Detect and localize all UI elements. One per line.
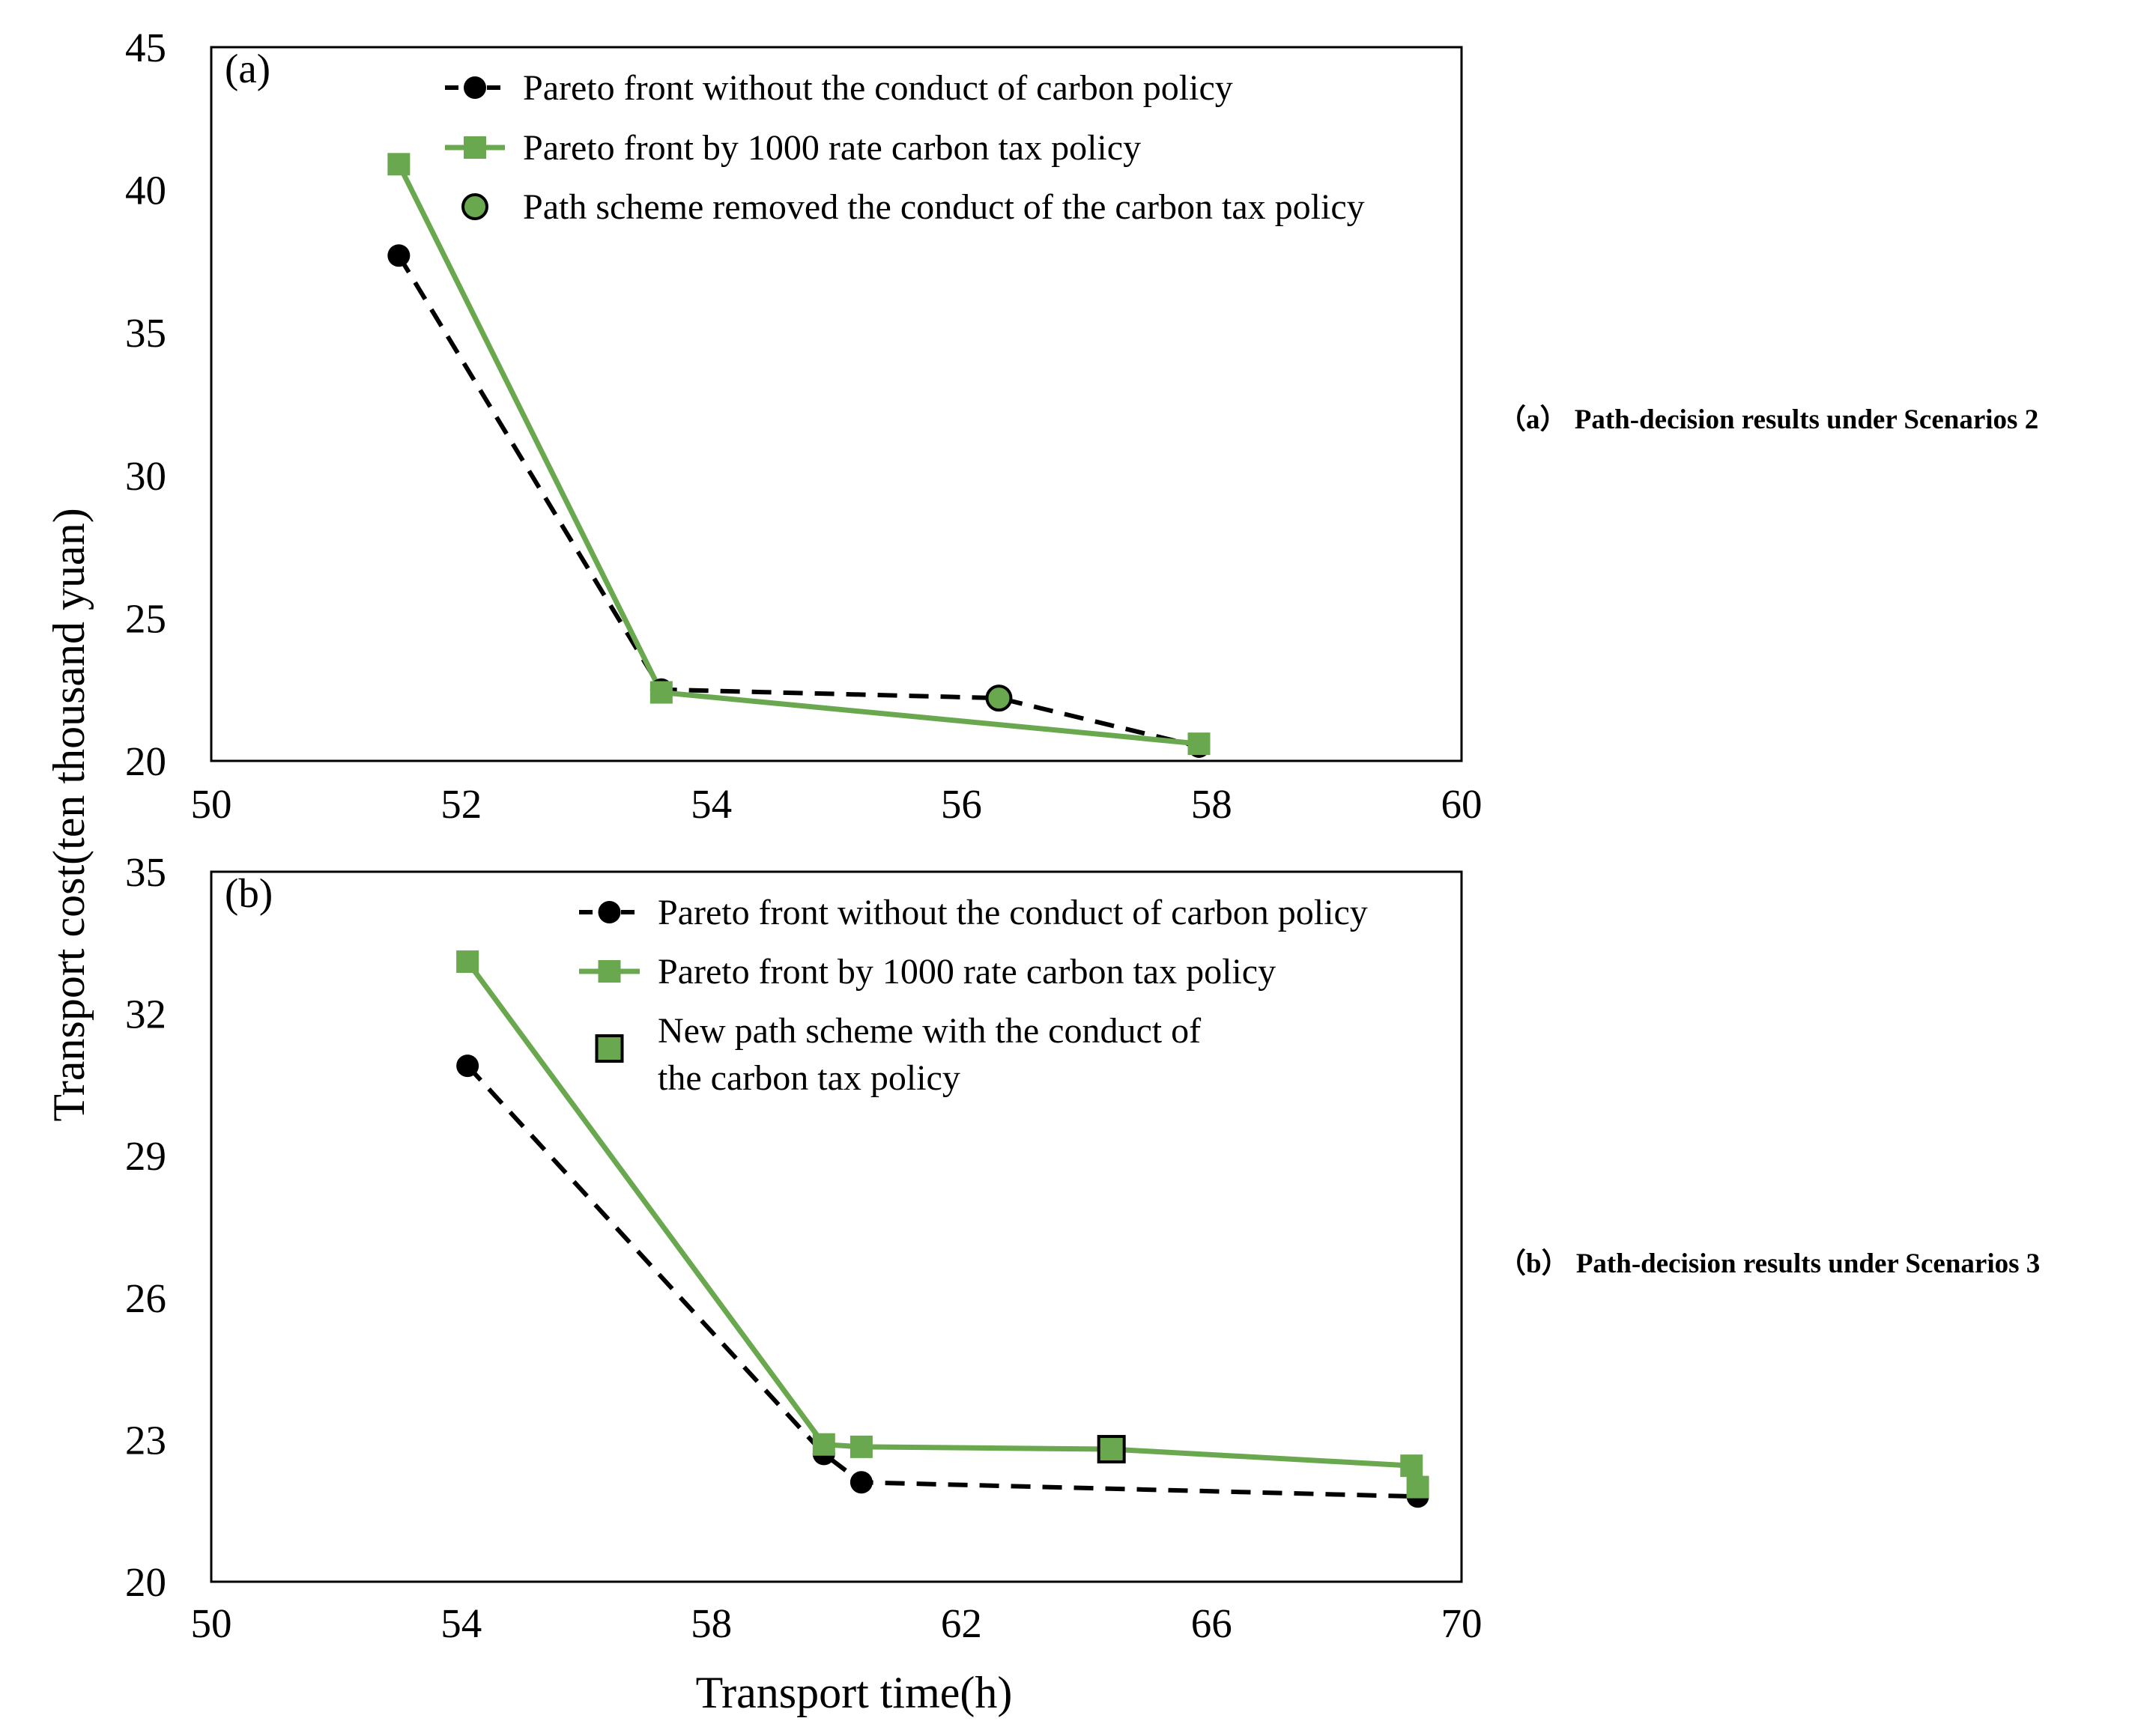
caption-panel-b: （b） Path-decision results under Scenario… [1498, 1248, 2041, 1279]
x-axis-title: Transport time(h) [696, 1668, 1013, 1717]
y-tick-label: 45 [125, 25, 166, 70]
point-no-policy [456, 1054, 479, 1078]
x-tick-label: 58 [691, 1600, 732, 1646]
y-tick-label: 40 [125, 168, 166, 213]
series-line-no-policy [396, 254, 1200, 749]
legend-label-special-scheme: Path scheme removed the conduct of the c… [523, 187, 1365, 227]
y-axis-title: Transport cost(ten thousand yuan) [44, 508, 94, 1121]
y-tick-label: 25 [125, 595, 166, 641]
series-line-no-policy [465, 1064, 1418, 1499]
plot-frame [210, 46, 1463, 762]
point-special-scheme [985, 685, 1013, 712]
x-tick-label: 54 [440, 1600, 482, 1646]
legend-label-carbon-tax: Pareto front by 1000 rate carbon tax pol… [658, 952, 1276, 992]
legend-label-no-policy: Pareto front without the conduct of carb… [523, 68, 1233, 108]
legend-marker-no-policy [464, 76, 486, 99]
x-tick-label: 66 [1191, 1600, 1232, 1646]
chart-panel-a: 20 25 30 35 40 45 50 52 54 56 58 60 (a) Pareto front … [125, 25, 1483, 827]
legend-marker-no-policy [598, 901, 621, 923]
y-tick-label: 20 [125, 738, 166, 784]
legend-marker-special-scheme [461, 193, 488, 220]
point-carbon-tax [387, 153, 411, 176]
legend-label-special-scheme: New path scheme with the conduct of the c… [658, 1011, 1201, 1098]
x-tick-label: 54 [691, 781, 732, 827]
y-tick-label: 30 [125, 453, 166, 499]
point-no-policy [850, 1471, 873, 1494]
legend-marker-carbon-tax [598, 960, 621, 983]
legend-label-carbon-tax: Pareto front by 1000 rate carbon tax pol… [523, 128, 1141, 168]
caption-panel-a: （a） Path-decision results under Scenario… [1498, 404, 2039, 435]
chart-panel-b: 20 23 26 29 32 35 50 54 58 62 66 70 (b) Pareto front … [125, 849, 1483, 1646]
x-tick-label: 70 [1441, 1600, 1483, 1646]
y-tick-label: 26 [125, 1275, 166, 1321]
y-tick-label: 23 [125, 1417, 166, 1463]
point-carbon-tax [1406, 1475, 1429, 1499]
point-no-policy [387, 244, 411, 267]
point-carbon-tax [1400, 1454, 1423, 1478]
legend-marker-special-scheme [595, 1034, 624, 1063]
point-carbon-tax [649, 681, 673, 704]
plot-frame [210, 870, 1463, 1583]
legend-label-no-policy: Pareto front without the conduct of carb… [658, 893, 1368, 932]
y-tick-label: 35 [125, 849, 166, 895]
legend-marker-carbon-tax [464, 136, 486, 159]
y-tick-label: 35 [125, 310, 166, 356]
x-tick-label: 50 [191, 781, 232, 827]
point-special-scheme [1097, 1435, 1126, 1464]
x-tick-label: 62 [941, 1600, 982, 1646]
y-tick-label: 20 [125, 1559, 166, 1605]
x-tick-label: 60 [1441, 781, 1483, 827]
panel-label: (b) [225, 870, 273, 916]
legend-label-line: the carbon tax policy [658, 1058, 960, 1098]
x-tick-label: 50 [191, 1600, 232, 1646]
point-carbon-tax [456, 950, 479, 974]
x-tick-label: 52 [440, 781, 482, 827]
panel-label: (a) [225, 46, 270, 91]
x-tick-label: 56 [941, 781, 982, 827]
x-tick-label: 58 [1191, 781, 1232, 827]
y-tick-label: 29 [125, 1133, 166, 1179]
point-carbon-tax [812, 1433, 835, 1456]
y-tick-label: 32 [125, 992, 166, 1037]
point-carbon-tax [1187, 732, 1211, 756]
legend-label-line: New path scheme with the conduct of [658, 1011, 1201, 1051]
point-carbon-tax [850, 1435, 873, 1458]
